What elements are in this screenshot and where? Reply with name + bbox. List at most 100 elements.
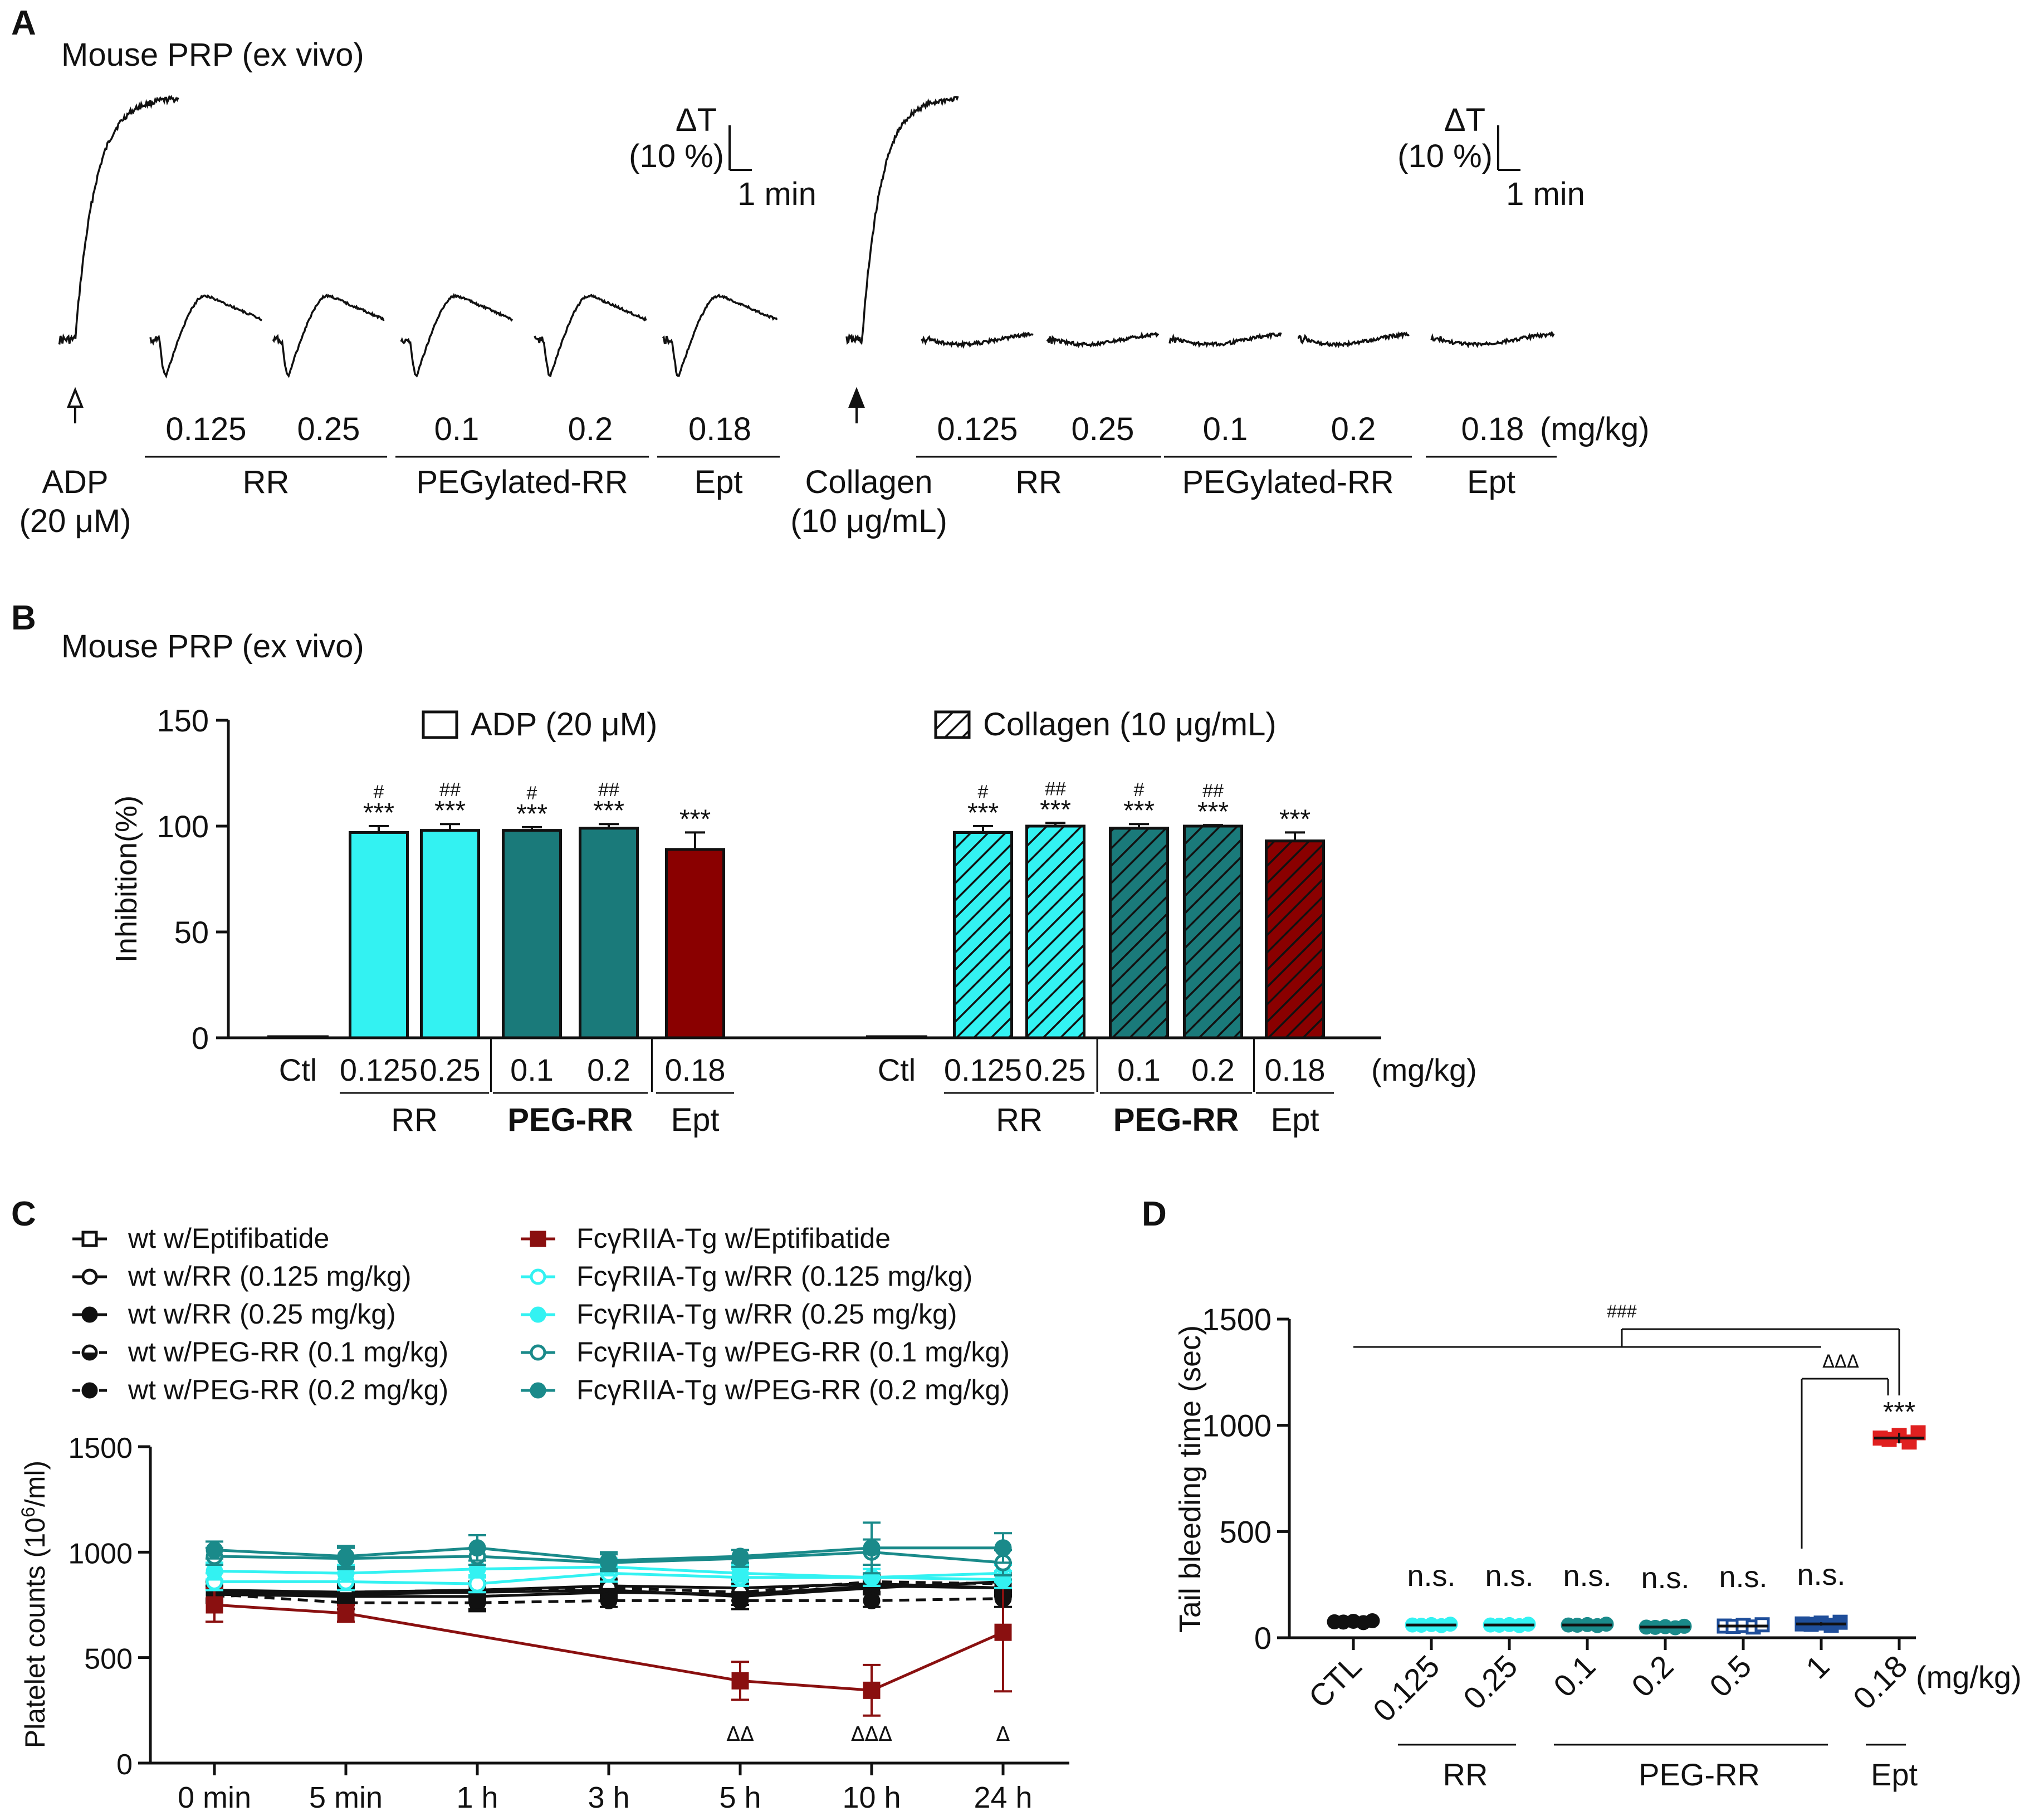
x-unit-label: (mg/kg) [1371, 1052, 1477, 1087]
significance-hash: ## [1202, 780, 1224, 802]
data-point [337, 1547, 355, 1565]
bar-hatch [1265, 839, 1325, 1039]
dose-label: 0.18 [1461, 411, 1524, 447]
group-label: Ept [1871, 1757, 1918, 1792]
bar-hatch [1025, 824, 1085, 1039]
significance-hash: ## [439, 779, 461, 800]
legend-label: FcγRIIA-Tg w/PEG-RR (0.1 mg/kg) [576, 1336, 1010, 1368]
bar [665, 848, 725, 1039]
y-tick-label: 150 [157, 703, 209, 738]
data-point [863, 1592, 881, 1609]
series-adp: Ctl***#0.125***##0.25***#0.1***##0.2***0… [267, 706, 734, 1138]
legend-label: FcγRIIA-Tg w/Eptifibatide [576, 1223, 891, 1254]
category-points: n.s. 0.1 [1547, 1559, 1614, 1704]
y-tick-label: 500 [1220, 1514, 1272, 1549]
data-point [600, 1592, 618, 1609]
y-axis-label: Inhibition(%) [110, 795, 143, 963]
x-tick-label: 0.25 [1456, 1648, 1524, 1716]
group-label: PEG-RR [1113, 1102, 1239, 1138]
series-line [206, 1521, 1012, 1575]
y-tick-label: 1500 [68, 1432, 133, 1464]
significance-label: n.s. [1563, 1559, 1611, 1593]
data-point [337, 1604, 355, 1622]
data-point [994, 1623, 1012, 1641]
legend-label: wt w/RR (0.25 mg/kg) [128, 1298, 396, 1330]
x-tick-label: 0.18 [1846, 1648, 1914, 1716]
bracket-1-vs-ept: ΔΔΔ [1801, 1351, 1889, 1549]
bar-hatch [1183, 824, 1243, 1039]
legend-swatch [422, 710, 458, 739]
x-tick-label: 1 [1799, 1648, 1836, 1686]
legend-label: Collagen (10 μg/mL) [983, 706, 1277, 743]
scale-bar-y-value: (10 %) [1397, 138, 1493, 174]
arrow-filled-icon [848, 387, 865, 408]
dose-label: 0.2 [568, 411, 613, 447]
dose-label: 0.25 [1072, 411, 1135, 447]
series-collagen: Ctl***#0.125***##0.25***#0.1***##0.2***0… [866, 706, 1334, 1138]
panel-c: C 0 500 1000 1500 0 min 5 min 1 h 3 h 5 h 10 h 24 h… [11, 1195, 1069, 1814]
legend-swatch-hatch [934, 710, 971, 739]
bracket-label: ### [1607, 1301, 1637, 1321]
significance-hash: ## [598, 779, 619, 800]
panel-letter-a: A [11, 4, 36, 42]
scale-bar-y-value: (10 %) [629, 138, 724, 174]
legend-label: FcγRIIA-Tg w/RR (0.25 mg/kg) [576, 1298, 957, 1330]
group-label: PEG-RR [1639, 1757, 1760, 1792]
y-tick-label: 1000 [68, 1537, 133, 1570]
significance-stars: *** [516, 799, 547, 829]
x-tick-label: 0.18 [1265, 1052, 1326, 1087]
group-label: PEGylated-RR [416, 464, 628, 500]
aggregation-trace [1430, 330, 1555, 349]
x-tick-label: 0.125 [1366, 1648, 1446, 1729]
significance-stars: *** [1040, 795, 1071, 824]
x-tick-label: 0.125 [340, 1052, 418, 1087]
legend-label: FcγRIIA-Tg w/PEG-RR (0.2 mg/kg) [576, 1374, 1010, 1405]
x-tick-label: CTL [1302, 1648, 1368, 1715]
significance-stars: *** [967, 798, 999, 828]
bar-hatch [953, 831, 1013, 1039]
x-unit-label: (mg/kg) [1916, 1659, 2022, 1695]
x-tick-label: 3 h [588, 1781, 629, 1814]
aggregation-trace [272, 294, 385, 378]
scale-bar-x-label: 1 min [1506, 176, 1585, 212]
legend-marker [81, 1268, 98, 1285]
group-label: PEG-RR [507, 1102, 633, 1138]
x-tick-label: 5 min [309, 1781, 383, 1814]
group-label: Ept [671, 1102, 719, 1138]
aggregation-trace [845, 96, 959, 345]
data-point [206, 1541, 223, 1559]
y-axis-label: Platelet counts (106/ml) [18, 1461, 51, 1748]
data-point [206, 1596, 223, 1614]
significance-label: n.s. [1641, 1561, 1689, 1595]
group-label: RR [391, 1102, 438, 1138]
significance-stars: *** [434, 796, 466, 826]
aggregation-trace [400, 293, 514, 378]
data-point [1832, 1614, 1848, 1630]
data-point [994, 1539, 1012, 1557]
panel-letter-d: D [1142, 1195, 1167, 1233]
aggregation-trace [1168, 331, 1282, 348]
x-tick-label: 0 min [178, 1781, 251, 1814]
scale-bar-x-label: 1 min [737, 176, 816, 212]
legend-label: wt w/RR (0.125 mg/kg) [128, 1261, 411, 1292]
x-tick-label: 1 h [456, 1781, 498, 1814]
significance-stars: *** [363, 798, 394, 828]
series-path [214, 1603, 1004, 1692]
legend-marker [530, 1268, 546, 1285]
annotation-delta: Δ [996, 1723, 1010, 1746]
data-point [468, 1539, 486, 1557]
dose-label: 0.2 [1331, 411, 1376, 447]
group-label: RR [243, 464, 290, 500]
y-axis-label: Tail bleeding time (sec) [1173, 1325, 1207, 1633]
group-label: RR [1015, 464, 1062, 500]
dose-label: 0.1 [1203, 411, 1248, 447]
agonist-label: ADP [42, 464, 108, 500]
x-tick-label: 0.1 [1547, 1648, 1602, 1704]
legend: wt w/Eptifibatide wt w/RR (0.125 mg/kg) wt… [72, 1223, 1010, 1405]
bracket-ctl-vs-ept: ### [1353, 1301, 1900, 1395]
panel-a-title: Mouse PRP (ex vivo) [61, 37, 364, 73]
data-point [731, 1547, 749, 1565]
legend-marker [81, 1231, 98, 1247]
x-tick-label: 0.25 [420, 1052, 481, 1087]
